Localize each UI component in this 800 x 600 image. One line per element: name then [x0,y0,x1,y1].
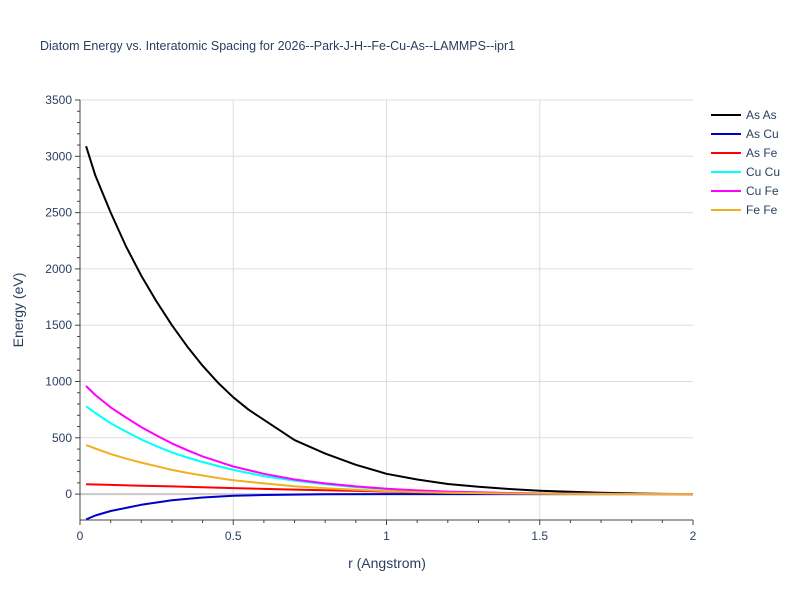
x-tick-label: 2 [690,529,697,543]
x-axis-title: r (Angstrom) [348,555,426,571]
legend-item-fe-fe: Fe Fe [711,203,778,217]
axis-layer: 0 0.5 1 1.5 2 0 500 1000 1500 2000 2500 3000 3500 [45,93,696,543]
y-tick-label: 1500 [45,318,72,332]
y-tick-label: 2000 [45,262,72,276]
y-tick-label: 3500 [45,93,72,107]
legend-item-as-fe: As Fe [711,146,778,160]
series-line-as-as [85,145,693,496]
legend-item-cu-fe: Cu Fe [711,184,779,198]
legend-item-cu-cu: Cu Cu [711,165,780,179]
grid-layer [80,99,693,520]
series-line-as-cu [85,493,693,520]
y-axis-title: Energy (eV) [10,273,26,348]
x-tick-label: 0 [77,529,84,543]
legend-item-as-cu: As Cu [711,127,779,141]
y-tick-label: 3000 [45,149,72,163]
y-tick-label: 500 [52,431,72,445]
series-line-cu-cu [85,405,693,496]
legend-label: Cu Fe [746,184,779,198]
legend-label: As As [746,108,777,122]
y-tick-label: 0 [65,487,72,501]
x-tick-label: 0.5 [225,529,242,543]
legend-label: Cu Cu [746,165,780,179]
series-line-cu-fe [85,385,693,496]
y-tick-label: 1000 [45,375,72,389]
x-tick-label: 1.5 [531,529,548,543]
legend: As As As Cu As Fe Cu Cu Cu Fe Fe Fe [711,108,780,217]
legend-label: As Fe [746,146,778,160]
legend-label: Fe Fe [746,203,778,217]
series-layer [85,145,693,520]
legend-label: As Cu [746,127,779,141]
legend-item-as-as: As As [711,108,777,122]
x-tick-label: 1 [383,529,390,543]
y-tick-label: 2500 [45,206,72,220]
series-line-fe-fe [85,444,693,496]
chart-title: Diatom Energy vs. Interatomic Spacing fo… [40,39,515,53]
